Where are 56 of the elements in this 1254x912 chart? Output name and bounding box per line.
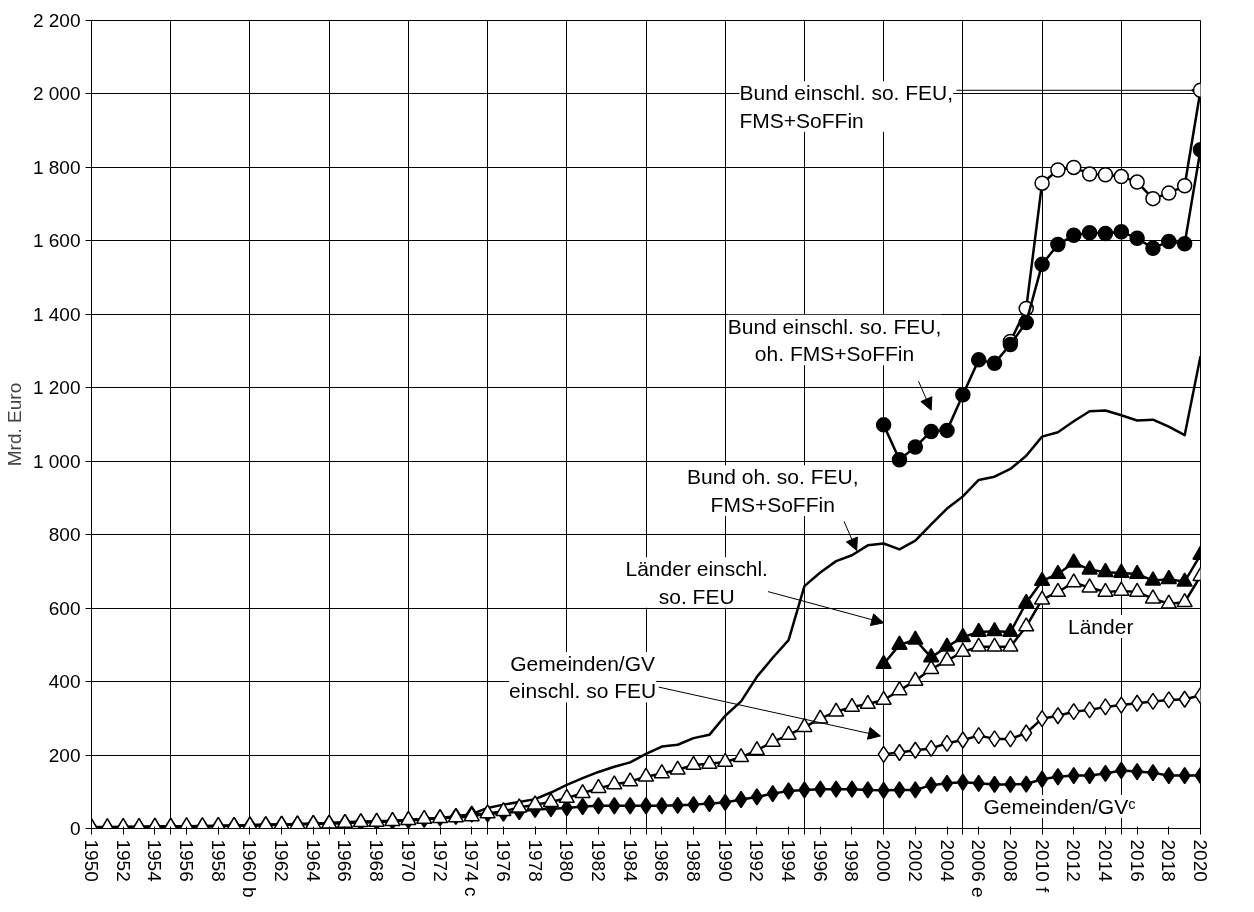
x-tick-label: 1982: [587, 839, 609, 882]
x-tick-label: 1986: [651, 839, 673, 882]
x-tick-label: 2020: [1190, 839, 1211, 882]
x-tick-label: 1976: [492, 839, 514, 882]
y-tick-label: 2 000: [32, 83, 81, 105]
y-tick-label: 2 200: [32, 10, 81, 31]
series-label: Bund einschl. so. FEU, oh. FMS+SoFFin: [727, 314, 942, 366]
y-tick-label: 1 800: [32, 156, 81, 178]
y-tick-label: 1 600: [32, 230, 81, 252]
x-tick-label: 1974 c: [461, 839, 483, 897]
x-tick-label: 1980: [556, 839, 578, 882]
x-tick-label: 2006 e: [968, 839, 990, 898]
series-label: Bund oh. so. FEU, FMS+SoFFin: [686, 465, 859, 516]
x-tick-label: 1998: [841, 839, 863, 882]
x-tick-label: 2000: [873, 839, 895, 882]
x-tick-label: 1950: [81, 839, 102, 882]
x-tick-label: 1978: [524, 839, 546, 882]
x-tick-label: 1984: [619, 839, 641, 883]
x-tick-label: 1970: [397, 839, 419, 882]
x-tick-label: 1960 b: [239, 839, 261, 898]
x-tick-label: 1962: [271, 839, 293, 882]
text: Länder einschl. so. FEU: [625, 557, 768, 608]
y-tick-label: 800: [48, 524, 81, 546]
y-tick-label: 600: [48, 597, 81, 619]
x-tick-label: 1994: [778, 839, 800, 883]
y-tick-label: 1 400: [32, 303, 81, 325]
x-tick-label: 2016: [1126, 839, 1148, 882]
x-tick-label: 1972: [429, 839, 451, 882]
series-label: Gemeinden/GVᶜ: [983, 794, 1136, 818]
text: Bund einschl. so. FEU, FMS+SoFFin: [739, 81, 954, 132]
y-tick-label: 400: [48, 671, 81, 693]
x-tick-label: 2014: [1094, 839, 1116, 883]
x-tick-label: 2004: [936, 839, 958, 883]
x-tick-label: 1954: [144, 839, 166, 883]
y-tick-label: 0: [69, 818, 81, 839]
x-tick-label: 1988: [683, 839, 705, 882]
x-tick-label: 1968: [366, 839, 388, 882]
x-tick-label: 2012: [1063, 839, 1085, 882]
x-tick-label: 2002: [904, 839, 926, 882]
x-tick-label: 1990: [714, 839, 736, 882]
x-tick-label: 1952: [112, 839, 134, 882]
text: Gemeinden/GV einschl. so FEU: [509, 651, 657, 703]
y-tick-label: 1 000: [32, 450, 81, 472]
x-tick-label: 1996: [809, 839, 831, 882]
y-axis-title: Mrd. Euro: [3, 382, 25, 467]
x-tick-label: 1992: [746, 839, 768, 882]
x-tick-label: 1966: [334, 839, 356, 882]
x-tick-label: 2018: [1158, 839, 1180, 882]
y-tick-label: 200: [48, 744, 81, 766]
x-tick-label: 1958: [207, 839, 229, 882]
x-tick-label: 2010 f: [1031, 839, 1053, 894]
series-label: Länder: [1068, 615, 1134, 638]
x-tick-label: 2008: [999, 839, 1021, 882]
x-tick-label: 1956: [176, 839, 198, 882]
y-tick-label: 1 200: [32, 377, 81, 399]
x-tick-label: 1964: [302, 839, 324, 883]
